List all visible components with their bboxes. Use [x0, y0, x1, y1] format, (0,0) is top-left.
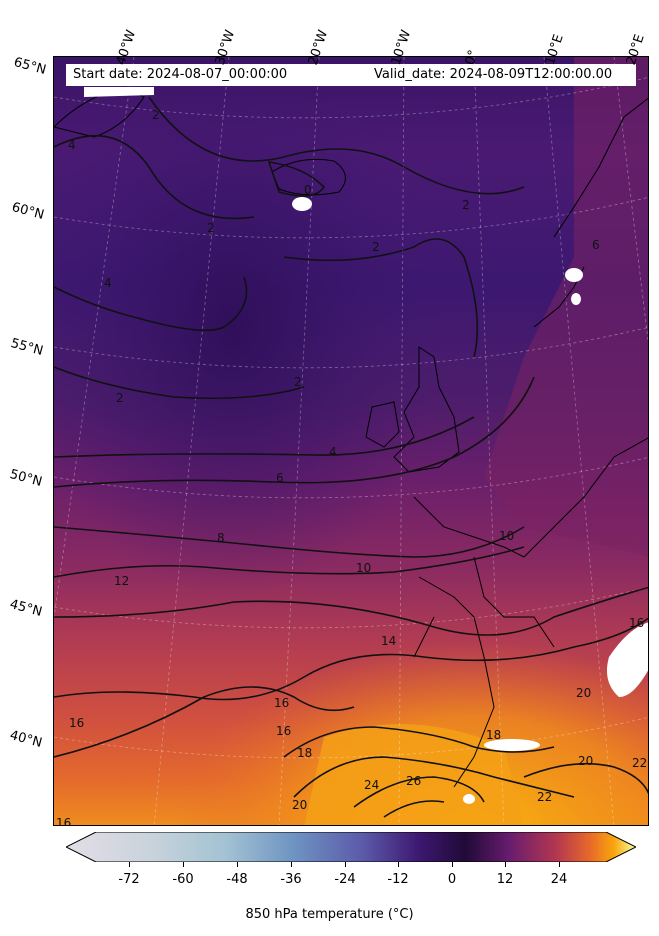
colorbar-tick-label: -24: [334, 872, 356, 887]
contour-label: 16: [56, 816, 71, 826]
start-date-label: Start date: 2024-08-07_00:00:00: [73, 67, 288, 82]
contour-label: 16: [69, 716, 84, 730]
contour-label: 16: [276, 724, 291, 738]
lat-label-55n: 55°N: [9, 336, 45, 359]
iceland-coast: [271, 158, 346, 196]
contour-label: 24: [364, 778, 379, 792]
contour-label: 22: [537, 790, 552, 804]
colorbar-label: 850 hPa temperature (°C): [245, 907, 414, 922]
contour-label: 10: [499, 529, 514, 543]
lat-label-40n: 40°N: [8, 728, 44, 751]
ireland-coast: [365, 401, 400, 448]
colorbar-tick-label: 12: [496, 872, 514, 887]
warm-scandinavia: [484, 57, 648, 557]
contour-label: 10: [356, 561, 371, 575]
contour-label: 14: [381, 634, 396, 648]
coastlines: [54, 86, 648, 788]
contour-label: 2: [207, 221, 215, 235]
graticule: [54, 57, 648, 825]
missing-data-patches: [84, 87, 648, 804]
colorbar-tickmark: [291, 862, 292, 867]
colorbar-body: [66, 832, 636, 862]
lat-label-65n: 65°N: [12, 55, 48, 78]
contour-label: 6: [592, 238, 600, 252]
contour-label: 16: [274, 696, 289, 710]
contour-label: 6: [276, 471, 284, 485]
contour-label: 16: [629, 616, 644, 630]
colorbar-tick-label: -12: [387, 872, 409, 887]
contour-label: 18: [297, 746, 312, 760]
uk-coast: [393, 346, 460, 473]
contour-label: 20: [576, 686, 591, 700]
france-coast: [473, 556, 555, 648]
contour-label: 0: [304, 183, 312, 197]
map-panel[interactable]: 2 4 4 0 2 2 2 2 2 4 6 8 10 10 12 14 16 1…: [53, 56, 649, 826]
contour-label: 2: [294, 375, 302, 389]
contour-label: 4: [68, 138, 76, 152]
contour-label: 12: [114, 574, 129, 588]
valid-date-label: Valid_date: 2024-08-09T12:00:00.00: [374, 67, 613, 82]
contour-label: 2: [152, 108, 160, 122]
lat-label-50n: 50°N: [8, 467, 44, 490]
colorbar-tick-label: 0: [447, 872, 457, 887]
contour-label: 2: [116, 391, 124, 405]
iberia-coast: [413, 576, 495, 788]
colorbar-tickmark: [398, 862, 399, 867]
europe-coast: [413, 437, 648, 558]
lat-label-60n: 60°N: [10, 200, 46, 223]
contour-label: 4: [104, 276, 112, 290]
contour-label: 20: [292, 798, 307, 812]
colorbar-tickmark: [183, 862, 184, 867]
contour-label: 4: [329, 445, 337, 459]
date-header-box: [66, 64, 636, 86]
contour-label: 20: [578, 754, 593, 768]
colorbar-tick-label: -72: [118, 872, 140, 887]
colorbar-tickmark: [129, 862, 130, 867]
colorbar-tickmark: [345, 862, 346, 867]
lat-label-45n: 45°N: [8, 597, 44, 620]
colorbar-tick-label: 24: [550, 872, 568, 887]
contour-label: 2: [462, 198, 470, 212]
temperature-colorbar: [66, 832, 636, 862]
contour-label: 22: [632, 756, 647, 770]
temperature-field-map: 2 4 4 0 2 2 2 2 2 4 6 8 10 10 12 14 16 1…: [54, 57, 648, 826]
colorbar-tick-label: -60: [172, 872, 194, 887]
colorbar-tick-label: -36: [280, 872, 302, 887]
contour-lines: [54, 96, 648, 818]
contour-label: 26: [406, 774, 421, 788]
contour-label: 2: [372, 240, 380, 254]
colorbar-tick-label: -48: [226, 872, 248, 887]
contour-labels: 2 4 4 0 2 2 2 2 2 4 6 8 10 10 12 14 16 1…: [56, 108, 647, 826]
colorbar-tickmark: [237, 862, 238, 867]
colorbar-tickmark: [452, 862, 453, 867]
contour-label: 18: [486, 728, 501, 742]
contour-label: 8: [217, 531, 225, 545]
colorbar-tickmark: [559, 862, 560, 867]
colorbar-tickmark: [505, 862, 506, 867]
